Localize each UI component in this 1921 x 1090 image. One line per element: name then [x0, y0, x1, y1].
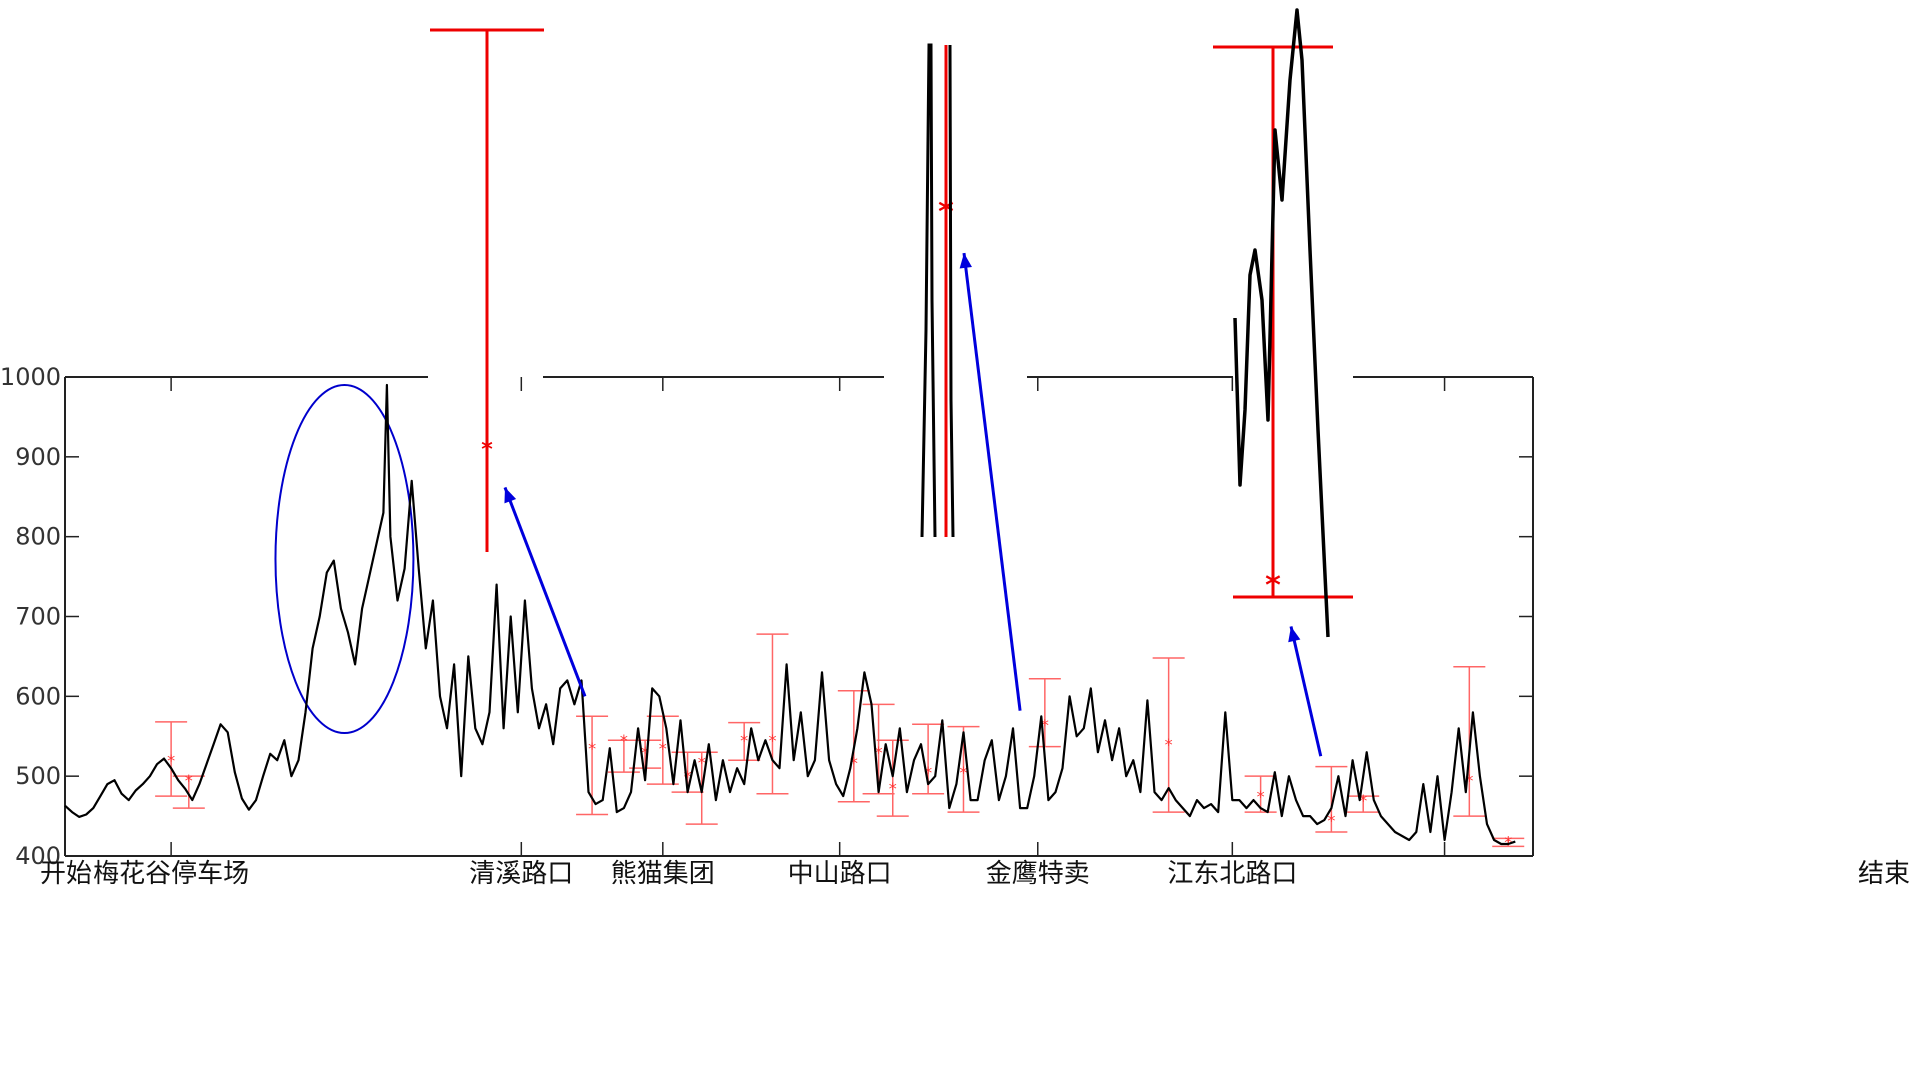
- y-tick-label: 800: [15, 523, 61, 551]
- error-bar-marker: *: [1465, 771, 1473, 790]
- error-bar-marker: *: [641, 743, 649, 762]
- error-bar-marker: *: [167, 751, 175, 770]
- error-bar-marker: *: [1165, 735, 1173, 754]
- error-bar: *: [756, 633, 789, 795]
- highlight-ellipse: [274, 383, 415, 735]
- inset-trace: [948, 44, 955, 538]
- inset-trace: [920, 43, 937, 538]
- error-bar-marker: *: [875, 743, 883, 762]
- error-bar-marker: *: [1257, 787, 1265, 806]
- error-bar-marker: *: [1041, 715, 1049, 734]
- error-bar: *: [1315, 765, 1348, 833]
- error-bar: *: [728, 721, 761, 761]
- y-tick-label: 400: [15, 842, 61, 870]
- error-bar-marker: *: [740, 731, 748, 750]
- x-category-label: 江东北路口: [1167, 859, 1297, 889]
- y-tick-label: 900: [15, 443, 61, 471]
- error-bar-marker: *: [924, 763, 932, 782]
- error-bar-marker: *: [684, 767, 692, 786]
- error-bar-marker: *: [1327, 811, 1335, 830]
- zoom-arrow: [503, 486, 587, 697]
- error-bar-marker: *: [889, 779, 897, 798]
- zoom-inset: *: [1213, 45, 1353, 757]
- y-tick-label: 700: [15, 603, 61, 631]
- error-bar-marker: *: [185, 771, 193, 790]
- error-bar-marker: *: [698, 753, 706, 772]
- x-axis-ticks: 开始 梅花谷停车场 清溪路口 熊猫集团 中山路口 金鹰特卖 江东北路口 结束: [40, 377, 1910, 889]
- error-bar: *: [876, 739, 909, 817]
- error-bar: *: [155, 721, 188, 797]
- y-tick-label: 600: [15, 682, 61, 710]
- highlight-ellipse-layer: [274, 383, 415, 735]
- zoom-arrow: [1289, 626, 1323, 757]
- x-category-label: 清溪路口: [469, 859, 573, 889]
- plot-frame: [64, 376, 1534, 857]
- x-category-label: 结束: [1858, 859, 1910, 889]
- x-category-label: 中山路口: [788, 859, 892, 889]
- inset-error-marker: *: [1265, 568, 1281, 603]
- zoom-arrow-head: [959, 253, 972, 269]
- zoom-inset: *: [430, 28, 587, 697]
- zoom-arrow-head: [1288, 626, 1301, 643]
- x-category-label: 开始: [40, 859, 92, 889]
- zoom-inset-layer: * * *: [430, 8, 1353, 757]
- zoom-arrow-head: [504, 487, 517, 504]
- y-axis-ticks: 400 500 600 700 800 900 1000: [0, 363, 1533, 870]
- error-bar-marker: *: [1359, 791, 1367, 810]
- error-bar: *: [172, 771, 205, 809]
- inset-trace: [1233, 8, 1330, 638]
- error-bar: *: [1028, 678, 1061, 748]
- error-bar: *: [1244, 775, 1277, 813]
- x-category-label: 熊猫集团: [611, 859, 715, 889]
- x-category-label: 金鹰特卖: [986, 859, 1090, 889]
- series-line: [64, 383, 1516, 846]
- error-bar-marker: *: [1504, 833, 1512, 852]
- y-tick-label: 1000: [0, 363, 61, 391]
- error-bar-marker: *: [659, 739, 667, 758]
- zoom-arrow: [962, 252, 1022, 711]
- error-bar-marker: *: [620, 731, 628, 750]
- error-bar-marker: *: [850, 754, 858, 773]
- error-bar-marker: *: [768, 731, 776, 750]
- series-line-layer: [64, 383, 1516, 846]
- error-bar-marker: *: [959, 763, 967, 782]
- inset-error-marker: *: [481, 437, 493, 462]
- error-bar: *: [1152, 657, 1185, 813]
- x-category-label: 梅花谷停车场: [93, 859, 249, 889]
- error-bar-marker: *: [588, 739, 596, 758]
- y-tick-label: 500: [15, 762, 61, 790]
